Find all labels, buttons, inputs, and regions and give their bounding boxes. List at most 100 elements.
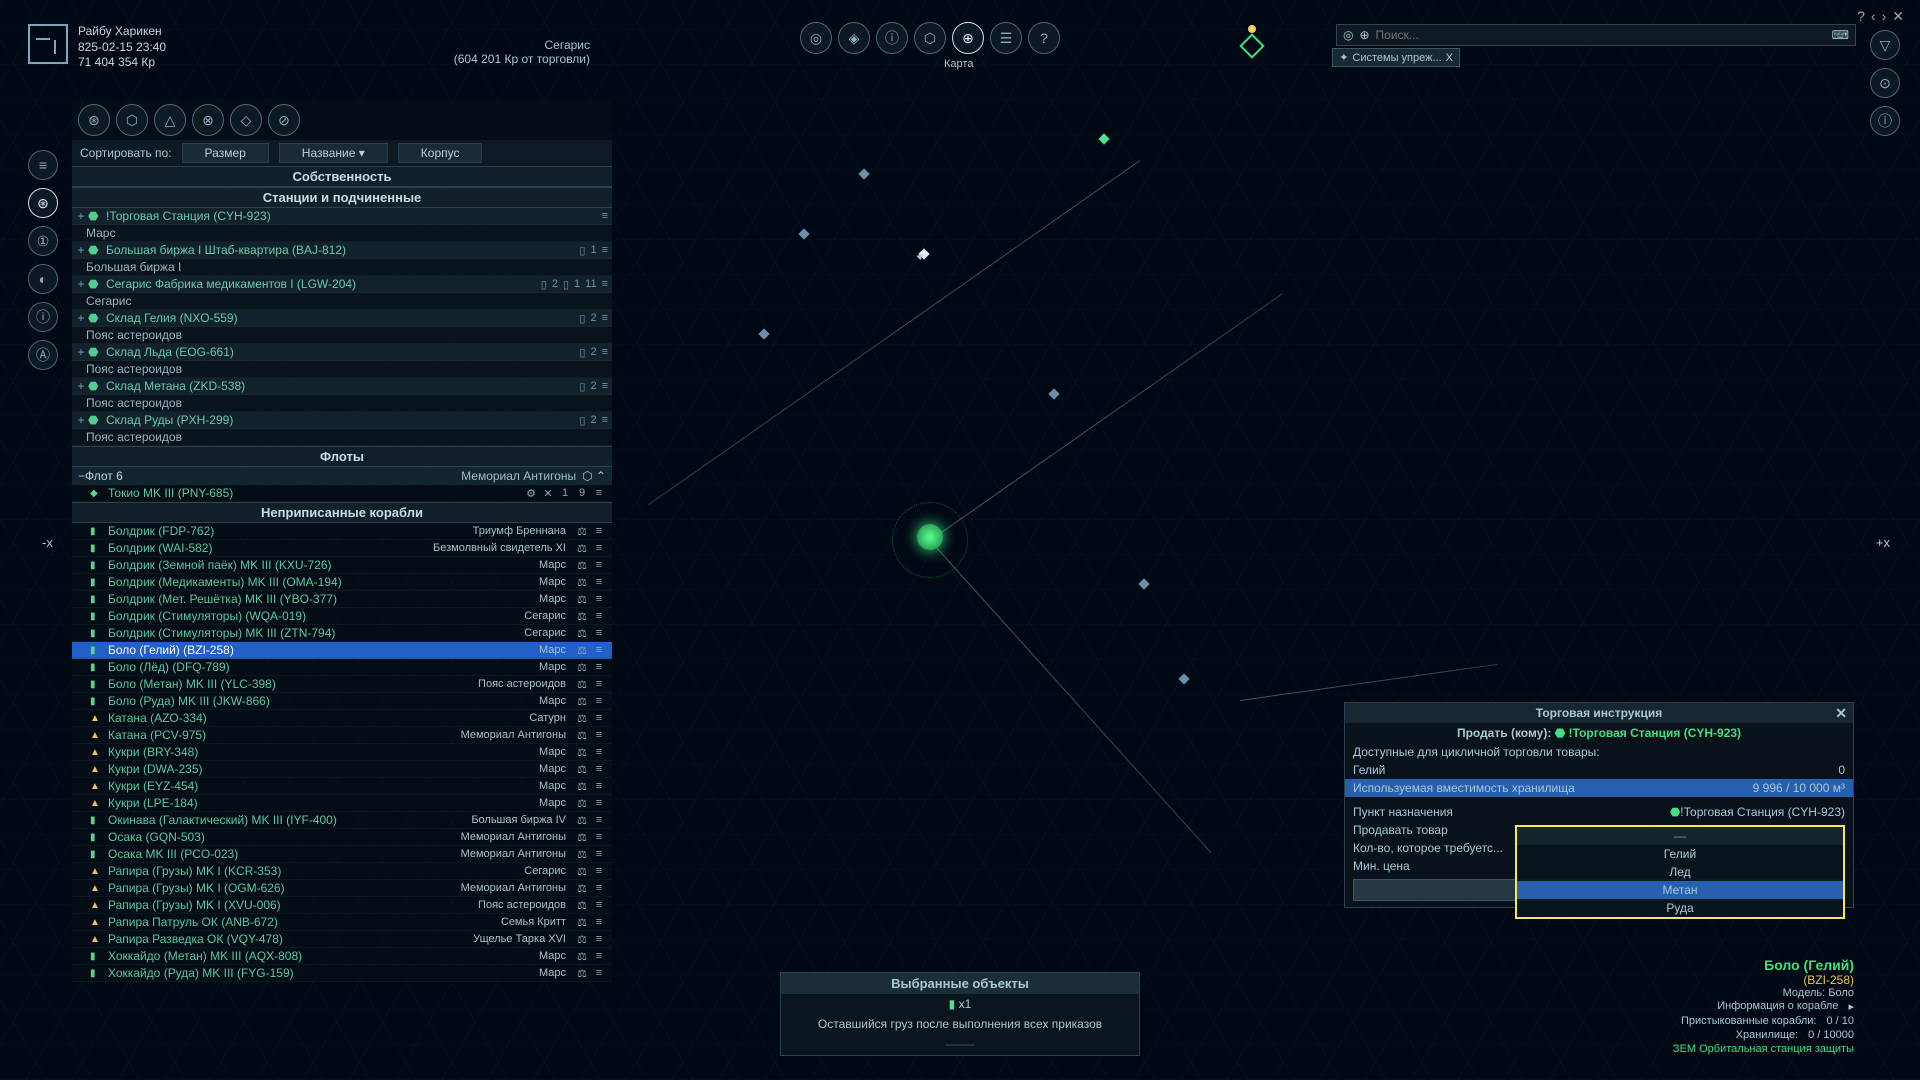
menu-icon[interactable]: ≡ [592, 950, 606, 962]
station-row[interactable]: +⬣Большая биржа I Штаб-квартира (BAJ-812… [72, 242, 612, 259]
station-row[interactable]: +⬣Склад Гелия (NXO-559)▯2≡ [72, 310, 612, 327]
station-row[interactable]: +⬣Сегарис Фабрика медикаментов I (LGW-20… [72, 276, 612, 293]
station-row[interactable]: +⬣Склад Метана (ZKD-538)▯2≡ [72, 378, 612, 395]
win-help[interactable]: ? [1857, 8, 1865, 25]
menu-icon[interactable]: ≡ [592, 865, 606, 877]
lrail-2[interactable]: ⊛ [28, 188, 58, 218]
menu-icon[interactable]: ≡ [592, 916, 606, 928]
win-back[interactable]: ‹ [1871, 8, 1876, 25]
ship-row[interactable]: ▲Кукри (DWA-235)Марс⚖≡ [72, 761, 612, 778]
mode-btn-3[interactable]: ⓘ [876, 22, 908, 54]
menu-icon[interactable]: ≡ [592, 899, 606, 911]
sell-destination[interactable]: !Торговая Станция (CYH-923) [1569, 726, 1742, 740]
expand-icon[interactable]: + [74, 277, 88, 291]
dropdown-option[interactable]: Руда [1517, 899, 1843, 917]
ship-row[interactable]: ▮Боло (Руда) MK III (JKW-866)Марс⚖≡ [72, 693, 612, 710]
ship-row[interactable]: ▲Кукри (BRY-348)Марс⚖≡ [72, 744, 612, 761]
ship-row[interactable]: ▮Болдрик (Медикаменты) MK III (OMA-194)М… [72, 574, 612, 591]
mode-btn-2[interactable]: ◈ [838, 22, 870, 54]
dropdown-option[interactable]: — [1517, 827, 1843, 845]
ship-row[interactable]: ▲Рапира (Грузы) MK I (OGM-626)Мемориал А… [72, 880, 612, 897]
menu-icon[interactable]: ≡ [592, 780, 606, 792]
menu-icon[interactable]: ≡ [592, 695, 606, 707]
ship-row[interactable]: ▮Болдрик (Стимуляторы) (WQA-019)Сегарис⚖… [72, 608, 612, 625]
menu-icon[interactable]: ≡ [592, 933, 606, 945]
win-close[interactable]: ✕ [1892, 8, 1904, 25]
ship-row[interactable]: ▲Рапира Патруль ОК (ANB-672)Семья Критт⚖… [72, 914, 612, 931]
sort-hull[interactable]: Корпус [398, 143, 483, 163]
ship-row[interactable]: ▮Осака MK III (PCO-023)Мемориал Антигоны… [72, 846, 612, 863]
expand-icon[interactable]: + [74, 243, 88, 257]
mode-btn-1[interactable]: ◎ [800, 22, 832, 54]
map-mode-btn[interactable]: ⊕ [952, 22, 984, 54]
lrail-6[interactable]: Ⓐ [28, 340, 58, 370]
menu-icon[interactable]: ≡ [592, 627, 606, 639]
ship-row[interactable]: ▮Болдрик (Земной паёк) MK III (KXU-726)М… [72, 557, 612, 574]
menu-icon[interactable]: ≡ [592, 576, 606, 588]
chevron-right-icon[interactable]: ▸ [1848, 1000, 1854, 1013]
menu-icon[interactable]: ≡ [592, 831, 606, 843]
ship-row[interactable]: ▲Рапира (Грузы) MK I (XVU-006)Пояс астер… [72, 897, 612, 914]
sort-size[interactable]: Размер [182, 143, 269, 163]
goods-dropdown[interactable]: —ГелийЛедМетанРуда [1515, 825, 1845, 919]
menu-icon[interactable]: ≡ [592, 712, 606, 724]
ship-row[interactable]: ▲Рапира (Грузы) MK I (KCR-353)Сегарис⚖≡ [72, 863, 612, 880]
menu-icon[interactable]: ≡ [592, 848, 606, 860]
ship-row[interactable]: ▲Катана (AZO-334)Сатурн⚖≡ [72, 710, 612, 727]
search-input[interactable] [1376, 28, 1826, 42]
menu-icon[interactable]: ≡ [592, 661, 606, 673]
menu-icon[interactable]: ≡ [592, 814, 606, 826]
flt-3[interactable]: △ [154, 104, 186, 136]
ship-row[interactable]: ▮Болдрик (WAI-582)Безмолвный свидетель X… [72, 540, 612, 557]
ship-row[interactable]: ▮Болдрик (Стимуляторы) MK III (ZTN-794)С… [72, 625, 612, 642]
expand-icon[interactable]: + [74, 209, 88, 223]
expand-icon[interactable]: + [74, 413, 88, 427]
flt-2[interactable]: ⬡ [116, 104, 148, 136]
station-row[interactable]: +⬣Склад Руды (PXH-299)▯2≡ [72, 412, 612, 429]
fleet-ship[interactable]: ◆ Токио MK III (PNY-685) ⚙✕19≡ [72, 485, 612, 502]
ship-row[interactable]: ▮Болдрик (Мет. Решётка) MK III (YBO-377)… [72, 591, 612, 608]
menu-icon[interactable]: ≡ [592, 525, 606, 537]
menu-icon[interactable]: ≡ [592, 729, 606, 741]
ship-row[interactable]: ▮Хоккайдо (Метан) MK III (AQX-808)Марс⚖≡ [72, 948, 612, 965]
filter-chip[interactable]: ✦ Системы упреж... X [1332, 48, 1460, 67]
dropdown-option[interactable]: Гелий [1517, 845, 1843, 863]
menu-icon[interactable]: ≡ [592, 644, 606, 656]
flt-1[interactable]: ⊛ [78, 104, 110, 136]
flt-5[interactable]: ◇ [230, 104, 262, 136]
ship-row[interactable]: ▮Осака (GQN-503)Мемориал Антигоны⚖≡ [72, 829, 612, 846]
ship-row[interactable]: ▮Болдрик (FDP-762)Триумф Бреннана⚖≡ [72, 523, 612, 540]
keyboard-icon[interactable]: ⌨ [1832, 28, 1849, 42]
zoom-out[interactable]: -x [42, 535, 53, 550]
menu-icon[interactable]: ≡ [592, 593, 606, 605]
rail-info[interactable]: ⓘ [1870, 106, 1900, 136]
lrail-4[interactable]: ◐ [28, 264, 58, 294]
ship-row[interactable]: ▲Катана (PCV-975)Мемориал Антигоны⚖≡ [72, 727, 612, 744]
rail-filter[interactable]: ▽ [1870, 30, 1900, 60]
dropdown-option[interactable]: Лед [1517, 863, 1843, 881]
lrail-3[interactable]: ① [28, 226, 58, 256]
ship-row[interactable]: ▮Хоккайдо (Руда) MK III (FYG-159)Марс⚖≡ [72, 965, 612, 982]
zoom-in[interactable]: +x [1876, 535, 1890, 550]
expand-icon[interactable]: + [74, 311, 88, 325]
expand-icon[interactable]: + [74, 379, 88, 393]
station-row[interactable]: +⬣Склад Льда (EOG-661)▯2≡ [72, 344, 612, 361]
lrail-5[interactable]: ⓘ [28, 302, 58, 332]
rail-pin[interactable]: ⊙ [1870, 68, 1900, 98]
dropdown-option[interactable]: Метан [1517, 881, 1843, 899]
map-focus-system[interactable] [900, 510, 960, 570]
fleet-row[interactable]: − Флот 6 Мемориал Антигоны ⬡ ⌃ [72, 467, 612, 485]
mode-btn-4[interactable]: ⬡ [914, 22, 946, 54]
expand-icon[interactable]: + [74, 345, 88, 359]
close-icon[interactable]: ✕ [1835, 705, 1847, 722]
expand-icon[interactable]: − [78, 469, 85, 483]
ship-row[interactable]: ▮Боло (Лёд) (DFQ-789)Марс⚖≡ [72, 659, 612, 676]
ship-row[interactable]: ▲Кукри (LPE-184)Марс⚖≡ [72, 795, 612, 812]
win-fwd[interactable]: › [1882, 8, 1887, 25]
ship-row[interactable]: ▲Рапира Разведка ОК (VQY-478)Ущелье Тарк… [72, 931, 612, 948]
menu-icon[interactable]: ≡ [592, 559, 606, 571]
chip-close[interactable]: X [1446, 52, 1453, 64]
ship-row[interactable]: ▮Боло (Метан) MK III (YLC-398)Пояс астер… [72, 676, 612, 693]
sort-name[interactable]: Название ▾ [279, 143, 388, 163]
menu-icon[interactable]: ≡ [592, 763, 606, 775]
